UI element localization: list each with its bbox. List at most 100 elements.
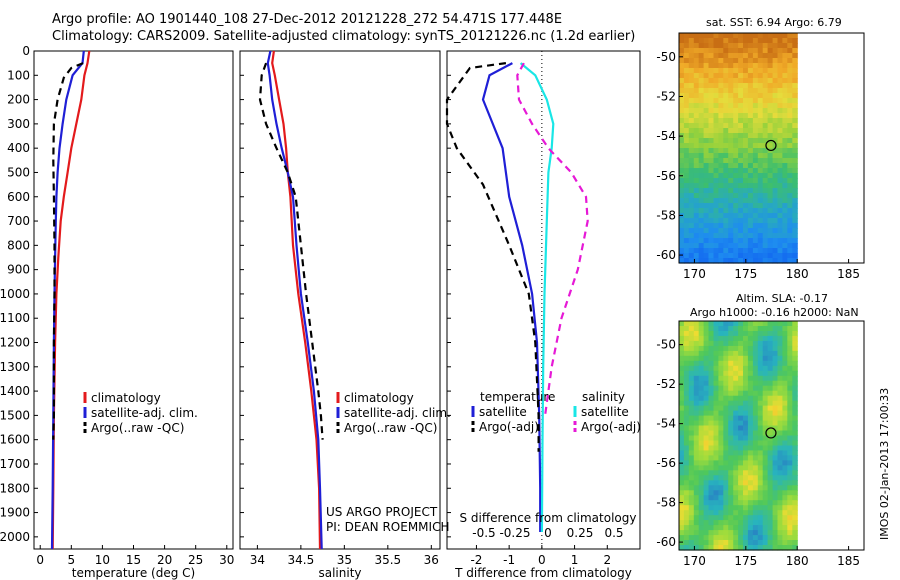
sla-map-cell (688, 520, 695, 526)
sst-map-cell (698, 188, 705, 194)
map-y-tick-label: -56 (656, 456, 676, 470)
sla-map-cell (738, 360, 744, 367)
sst-map-cell (728, 243, 734, 249)
sla-map-cell (708, 530, 714, 536)
sst-map-cell (679, 33, 685, 39)
sla-map-cell (757, 450, 764, 456)
sst-map-cell (792, 153, 798, 159)
sla-map-cell (777, 360, 783, 367)
sst-map-cell (693, 133, 700, 139)
x-tick-label: 34 (250, 553, 265, 567)
sst-map-cell (728, 178, 734, 184)
sla-map-cell (777, 470, 783, 476)
sla-map-cell (752, 326, 759, 332)
sla-map-cell (767, 375, 774, 382)
sla-map-cell (747, 440, 754, 447)
sst-map-cell (782, 88, 788, 94)
sla-map-cell (782, 480, 788, 486)
sla-map-cell (713, 470, 719, 476)
sla-map-cell (787, 345, 793, 352)
sst-map-cell (713, 103, 719, 109)
sst-map-cell (792, 113, 798, 119)
depth-tick-label: 1400 (0, 384, 30, 398)
sla-map-cell (708, 465, 714, 471)
sst-map-cell (688, 193, 695, 199)
sla-map-cell (762, 525, 769, 531)
sla-map-cell (703, 545, 710, 551)
sst-map-cell (777, 193, 783, 199)
sla-map-cell (757, 480, 764, 486)
x-tick-label: 1 (571, 553, 579, 567)
sst-map-cell (683, 113, 690, 119)
sst-map-cell (708, 143, 714, 149)
sla-map-cell (792, 445, 798, 452)
sst-map-cell (777, 143, 783, 149)
sla-map-cell (757, 520, 764, 526)
sla-map-cell (688, 455, 695, 461)
sla-map-cell (743, 460, 749, 466)
sla-map-cell (703, 405, 710, 412)
sla-map-cell (767, 520, 774, 526)
sst-map-cell (777, 73, 783, 79)
sla-map-cell (738, 321, 744, 327)
sla-map-cell (792, 505, 798, 511)
sst-map-cell (762, 128, 769, 134)
sla-map-cell (733, 445, 739, 452)
sst-map-cell (792, 43, 798, 49)
sla-map-cell (792, 370, 798, 377)
sla-map-cell (743, 465, 749, 471)
sla-map-cell (733, 410, 739, 417)
sla-map-cell (698, 365, 705, 372)
sla-map-cell (718, 425, 724, 432)
sst-map-cell (728, 93, 734, 99)
sst-map-cell (767, 43, 774, 49)
sst-map-cell (723, 38, 729, 44)
sla-map-cell (787, 530, 793, 536)
sst-map-cell (738, 93, 744, 99)
sla-map-cell (743, 440, 749, 447)
sst-map-cell (752, 253, 759, 259)
sla-map-cell (688, 480, 695, 486)
sst-map-cell (738, 238, 744, 244)
sla-map-cell (679, 350, 685, 357)
sla-map-cell (787, 500, 793, 506)
sst-map-cell (688, 53, 695, 59)
sst-map-cell (693, 153, 700, 159)
sla-map-cell (713, 460, 719, 466)
sla-map-cell (767, 326, 774, 332)
sla-map-cell (703, 495, 710, 501)
sst-map-cell (679, 148, 685, 154)
sst-map-cell (728, 193, 734, 199)
sla-map-cell (777, 335, 783, 342)
sst-map-cell (772, 188, 779, 194)
sla-map-cell (792, 515, 798, 521)
sst-map-cell (728, 118, 734, 124)
sst-map-cell (708, 153, 714, 159)
sst-map-cell (708, 58, 714, 64)
sla-map-cell (683, 460, 690, 466)
sst-map-cell (683, 173, 690, 179)
sst-map-cell (683, 163, 690, 169)
sla-map-cell (767, 525, 774, 531)
depth-tick-label: 1600 (0, 433, 30, 447)
sla-map-cell (743, 455, 749, 461)
sla-map-cell (708, 355, 714, 362)
sst-map-cell (757, 38, 764, 44)
sst-map-cell (747, 123, 754, 129)
sst-map-cell (693, 143, 700, 149)
sla-map-cell (728, 335, 734, 342)
sst-map-cell (752, 128, 759, 134)
sst-map-cell (738, 258, 744, 264)
sst-map-cell (718, 113, 724, 119)
sla-map-cell (693, 465, 700, 471)
sst-map-cell (688, 63, 695, 69)
sla-map-cell (679, 470, 685, 476)
legend-entry-label: Argo(-adj) (479, 420, 539, 434)
sla-map-cell (772, 470, 779, 476)
sla-map-cell (782, 545, 788, 551)
sla-map-cell (782, 475, 788, 481)
float-position-marker (765, 139, 777, 152)
sla-map-cell (767, 385, 774, 392)
sst-map-cell (723, 238, 729, 244)
sla-map-cell (743, 435, 749, 442)
